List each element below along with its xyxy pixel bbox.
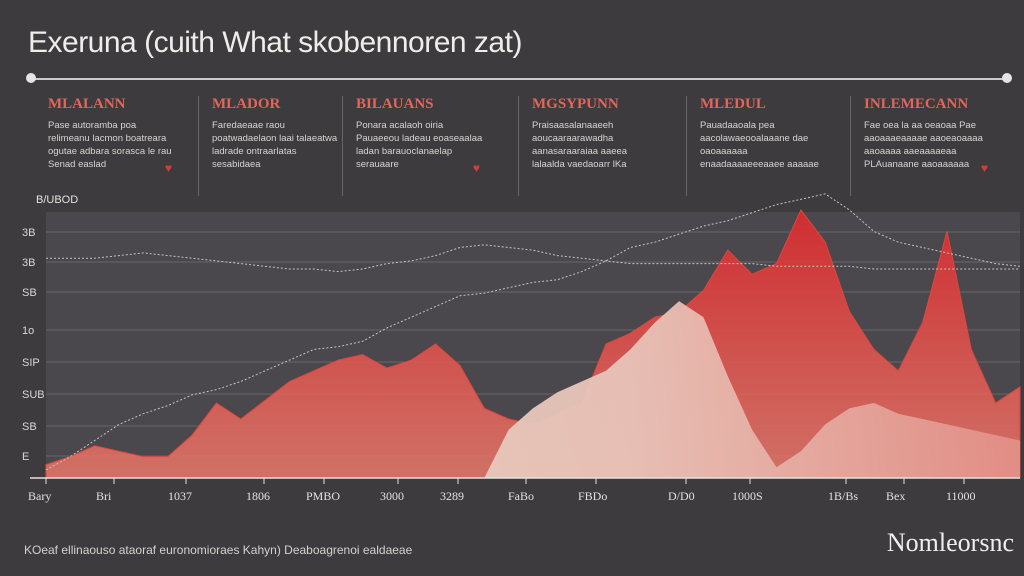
annotation-divider	[686, 96, 687, 196]
title-rule	[28, 78, 1008, 80]
y-tick-label: SB	[22, 421, 37, 433]
x-tick-label: 1806	[246, 489, 270, 503]
x-tick-label: FBDo	[578, 489, 607, 503]
rule-dot-right	[1002, 73, 1012, 83]
y-tick-label: 3B	[22, 227, 35, 239]
annotation-0: MLALANN Pase autoramba poa relimeanu lacm…	[48, 96, 178, 175]
x-tick-label: 1B/Bs	[828, 489, 858, 503]
y-tick-label: SIP	[22, 357, 40, 369]
annotation-body: Pauadaaoala pea aacolawaeooalaaane dae o…	[700, 120, 819, 170]
annotation-divider	[342, 96, 343, 196]
brand-logo-text: Nomleorsnc	[886, 528, 1014, 557]
annotation-heading: INLEMECANN	[864, 96, 969, 112]
annotation-heading: BILAUANS	[356, 96, 434, 112]
annotation-1: MLADOR Faredaeaae raou poatwadaelaon laai…	[212, 96, 342, 171]
x-tick-label: 1000S	[732, 489, 763, 503]
annotation-body: Ponara acalaoh oiria Pauaeeou ladeau eoa…	[356, 120, 483, 170]
y-tick-label: 3B	[22, 257, 35, 269]
rule-dot-left	[26, 73, 36, 83]
annotation-body: Praisaasalanaaeeh aoucaaraarawadha aanas…	[532, 120, 628, 170]
y-tick-label: SB	[22, 287, 37, 299]
x-tick-label: PMBO	[306, 489, 340, 503]
y-axis-label: B/UBOD	[36, 194, 78, 206]
annotation-heading: MLADOR	[212, 96, 281, 112]
heart-icon: ♥	[472, 161, 480, 175]
annotation-body: Faredaeaae raou poatwadaelaon laai talae…	[212, 120, 338, 170]
series-light-area	[46, 301, 1020, 478]
x-tick-label: 3000	[380, 489, 404, 503]
heart-icon: ♥	[164, 161, 172, 175]
heart-icon: ♥	[980, 161, 988, 175]
annotation-heading: MGSYPUNN	[532, 96, 619, 112]
y-tick-label: E	[22, 451, 29, 463]
x-tick-label: Bary	[28, 489, 51, 503]
annotation-4: MLEDUL Pauadaaoala pea aacolawaeooalaaane…	[700, 96, 830, 171]
x-tick-label: 1037	[168, 489, 192, 503]
x-tick-label: 11000	[946, 489, 976, 503]
annotation-divider	[518, 96, 519, 196]
annotation-body: Fae oea la aa oeaoaa Pae aaoaaaeaaaae aa…	[864, 120, 983, 170]
annotation-2: BILAUANS Ponara acalaoh oiria Pauaeeou la…	[356, 96, 486, 175]
chart-title: Exeruna (cuith What skobennoren zat)	[28, 26, 522, 59]
annotation-3: MGSYPUNN Praisaasalanaaeeh aoucaaraarawad…	[532, 96, 662, 171]
y-tick-label: 1o	[22, 325, 34, 337]
series-dashed-lower	[45, 193, 1021, 471]
x-tick-label: Bex	[886, 489, 905, 503]
y-tick-label: SUB	[22, 389, 45, 401]
footer-caption: KOeaf ellinaouso ataoraf euronomioraes K…	[24, 543, 413, 557]
annotation-body: Pase autoramba poa relimeanu lacmon boat…	[48, 120, 172, 170]
annotation-5: INLEMECANN Fae oea la aa oeaoaa Pae aaoaa…	[864, 96, 994, 175]
x-tick-label: FaBo	[508, 489, 534, 503]
annotation-divider	[850, 96, 851, 196]
x-tick-label: 3289	[440, 489, 464, 503]
annotation-heading: MLALANN	[48, 96, 126, 112]
x-tick-label: D/D0	[668, 489, 695, 503]
annotation-heading: MLEDUL	[700, 96, 766, 112]
x-tick-label: Bri	[96, 489, 112, 503]
series-dashed-upper	[46, 244, 1020, 273]
annotation-divider	[198, 96, 199, 196]
